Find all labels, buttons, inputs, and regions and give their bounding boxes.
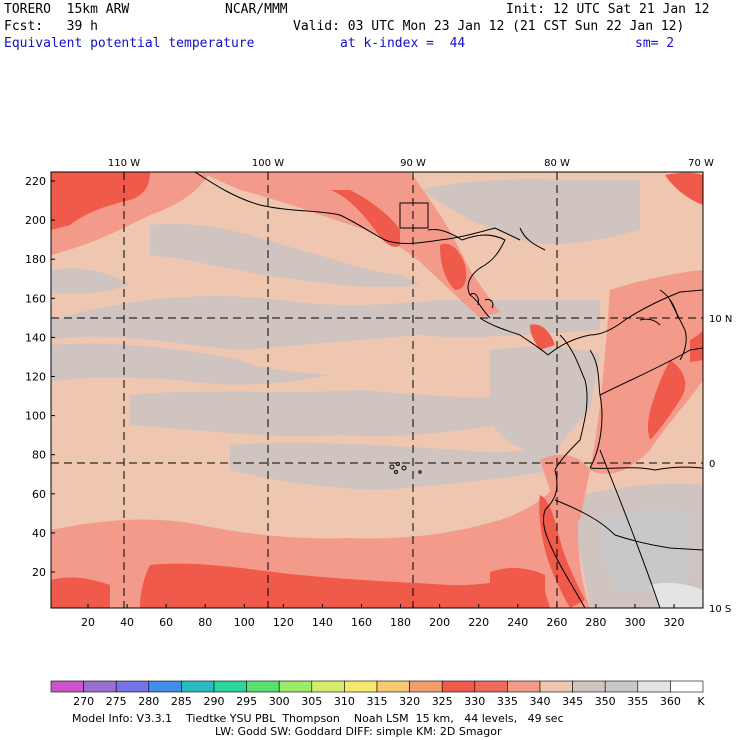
x-tick-label: 160 [351,616,372,629]
colorbar-label: 355 [627,695,648,708]
x-tick-label: 280 [585,616,606,629]
x-tick-label: 240 [507,616,528,629]
lon-label-90w: 90 W [400,158,426,169]
x-tick-label: 320 [664,616,685,629]
colorbar-swatch [246,680,280,693]
colorbar-label: 270 [73,695,94,708]
x-tick-label: 140 [312,616,333,629]
colorbar-swatch [344,680,378,693]
colorbar-label: 350 [595,695,616,708]
colorbar-label: 280 [138,695,159,708]
colorbar-label: 295 [236,695,257,708]
x-tick-label: 20 [81,616,95,629]
init-time: Init: 12 UTC Sat 21 Jan 12 [506,2,710,17]
model-info: Model Info: V3.3.1 Tiedtke YSU PBL Thomp… [72,712,564,725]
y-tick-label: 20 [32,566,46,579]
forecast-hour: Fcst: 39 h [4,19,98,34]
y-tick-label: 180 [25,253,46,266]
y-tick-label: 60 [32,488,46,501]
colorbar-label: 300 [269,695,290,708]
colorbar-swatch [507,680,541,693]
colorbar-label: 305 [301,695,322,708]
x-tick-label: 60 [159,616,173,629]
colorbar-label: 360 [660,695,681,708]
y-tick-label: 40 [32,527,46,540]
colorbar-label: 340 [530,695,551,708]
colorbar-label: 325 [432,695,453,708]
colorbar-swatch [50,680,84,693]
smoothing-label: sm= 2 [635,36,675,51]
y-tick-label: 100 [25,410,46,423]
level-label: at k-index = 44 [340,36,466,51]
colorbar-swatch [278,680,313,693]
y-tick-label: 80 [32,449,46,462]
y-tick-label: 220 [25,175,46,188]
colorbar-label: 320 [399,695,420,708]
x-axis-ticks: 20 40 60 80 100 120 140 160 180 200 220 240 260 280 30… [81,604,685,629]
colorbar-swatch [115,680,150,693]
y-tick-label: 140 [25,331,46,344]
x-tick-label: 200 [429,616,450,629]
colorbar-swatch [181,680,215,693]
colorbar-swatch [409,680,443,693]
colorbar-swatch [539,680,573,693]
colorbar-swatch [604,680,639,693]
lat-label-10s: 10 S [709,604,731,615]
colorbar-swatch [213,680,247,693]
colorbar-swatch [637,680,671,693]
y-axis-ticks: 220 200 180 160 140 120 100 80 60 40 20 [25,175,55,579]
valid-time: Valid: 03 UTC Mon 23 Jan 12 (21 CST Sun … [293,19,685,34]
x-tick-label: 180 [390,616,411,629]
colorbar-label: 345 [562,695,583,708]
x-tick-label: 40 [120,616,134,629]
center-label: NCAR/MMM [225,2,288,17]
colorbar-label: 275 [106,695,127,708]
colorbar-swatch [441,680,476,693]
colorbar-label: 290 [204,695,225,708]
colorbar-swatch [376,680,410,693]
colorbar-labels: 270 275 280 285 290 295 300 305 310 315 320 325 330 3… [73,695,681,708]
colorbar-swatch [572,680,606,693]
plot-frame [50,171,704,609]
colorbar-swatch [311,680,345,693]
lon-label-110w: 110 W [108,158,140,169]
colorbar-label: 315 [367,695,388,708]
colorbar-label: 330 [464,695,485,708]
physics-info: LW: Godd SW: Goddard DIFF: simple KM: 2D… [215,725,502,738]
lon-label-100w: 100 W [252,158,284,169]
lon-label-80w: 80 W [544,158,570,169]
colorbar-label: 285 [171,695,192,708]
x-tick-label: 260 [546,616,567,629]
colorbar [50,680,704,693]
colorbar-swatch [670,680,704,693]
colorbar-swatch [148,680,182,693]
lon-label-70w: 70 W [688,158,714,169]
y-tick-label: 160 [25,292,46,305]
field-name: Equivalent potential temperature [4,36,255,51]
x-tick-label: 300 [624,616,645,629]
theta-e-field [51,172,703,608]
colorbar-label: 335 [497,695,518,708]
x-tick-label: 220 [468,616,489,629]
colorbar-unit: K [697,695,705,708]
lat-label-0: 0 [709,459,715,470]
x-tick-label: 120 [273,616,294,629]
lat-label-10n: 10 N [709,314,732,325]
colorbar-swatch [83,680,117,693]
colorbar-swatch [474,680,508,693]
model-title: TORERO 15km ARW [4,2,130,17]
x-tick-label: 80 [198,616,212,629]
colorbar-label: 310 [334,695,355,708]
y-tick-label: 120 [25,371,46,384]
x-tick-label: 100 [234,616,255,629]
y-tick-label: 200 [25,214,46,227]
